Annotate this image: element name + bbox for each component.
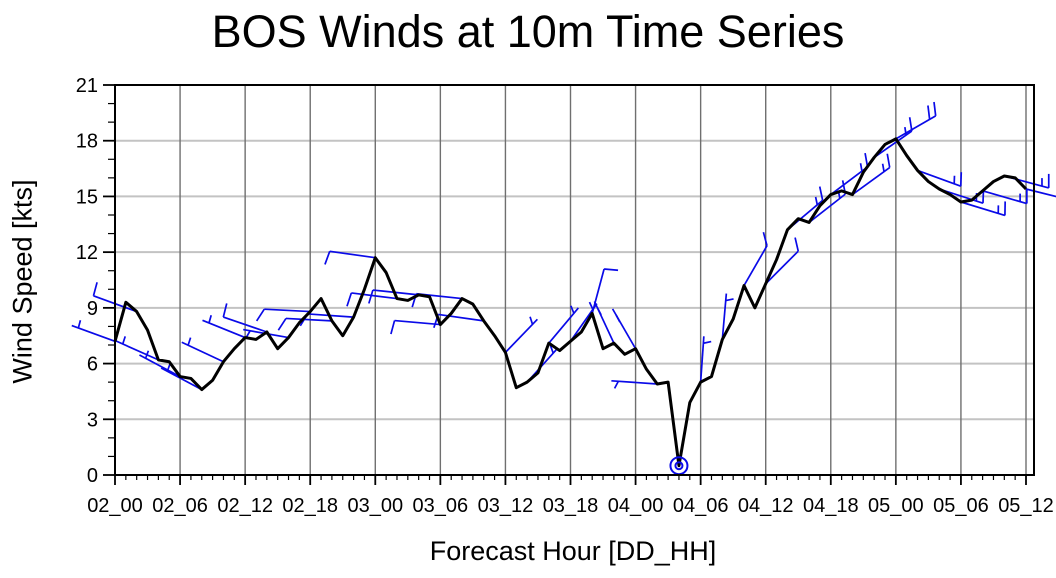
- svg-text:02_00: 02_00: [87, 495, 143, 517]
- svg-text:02_18: 02_18: [282, 495, 338, 517]
- plot-frame: [114, 84, 1035, 476]
- svg-text:05_12: 05_12: [998, 495, 1054, 517]
- svg-text:18: 18: [76, 131, 98, 153]
- svg-text:04_12: 04_12: [738, 495, 794, 517]
- y-tick-labels: 0 3 6 9 12 15 18 21: [76, 75, 98, 487]
- svg-text:05_06: 05_06: [933, 495, 989, 517]
- svg-text:0: 0: [87, 465, 98, 487]
- chart-title: BOS Winds at 10m Time Series: [211, 6, 845, 57]
- svg-text:21: 21: [76, 75, 98, 97]
- svg-text:03_18: 03_18: [543, 495, 599, 517]
- svg-text:3: 3: [87, 409, 98, 431]
- svg-text:02_12: 02_12: [217, 495, 273, 517]
- x-axis-title: Forecast Hour [DD_HH]: [429, 536, 717, 566]
- svg-text:12: 12: [76, 242, 98, 264]
- svg-text:15: 15: [76, 186, 98, 208]
- gridlines: [115, 85, 1034, 475]
- svg-text:03_06: 03_06: [413, 495, 469, 517]
- svg-text:03_00: 03_00: [347, 495, 403, 517]
- svg-text:02_06: 02_06: [152, 495, 208, 517]
- axis-ticks: [103, 84, 1027, 485]
- svg-text:05_00: 05_00: [868, 495, 924, 517]
- svg-text:04_18: 04_18: [803, 495, 859, 517]
- svg-text:04_00: 04_00: [608, 495, 664, 517]
- svg-text:9: 9: [87, 298, 98, 320]
- wind-speed-line: [113, 137, 1028, 468]
- svg-text:04_06: 04_06: [673, 495, 729, 517]
- svg-text:03_12: 03_12: [478, 495, 534, 517]
- x-tick-labels: 02_00 02_06 02_12 02_18 03_00 03_06 03_12 03_18…: [87, 495, 1054, 517]
- svg-text:6: 6: [87, 354, 98, 376]
